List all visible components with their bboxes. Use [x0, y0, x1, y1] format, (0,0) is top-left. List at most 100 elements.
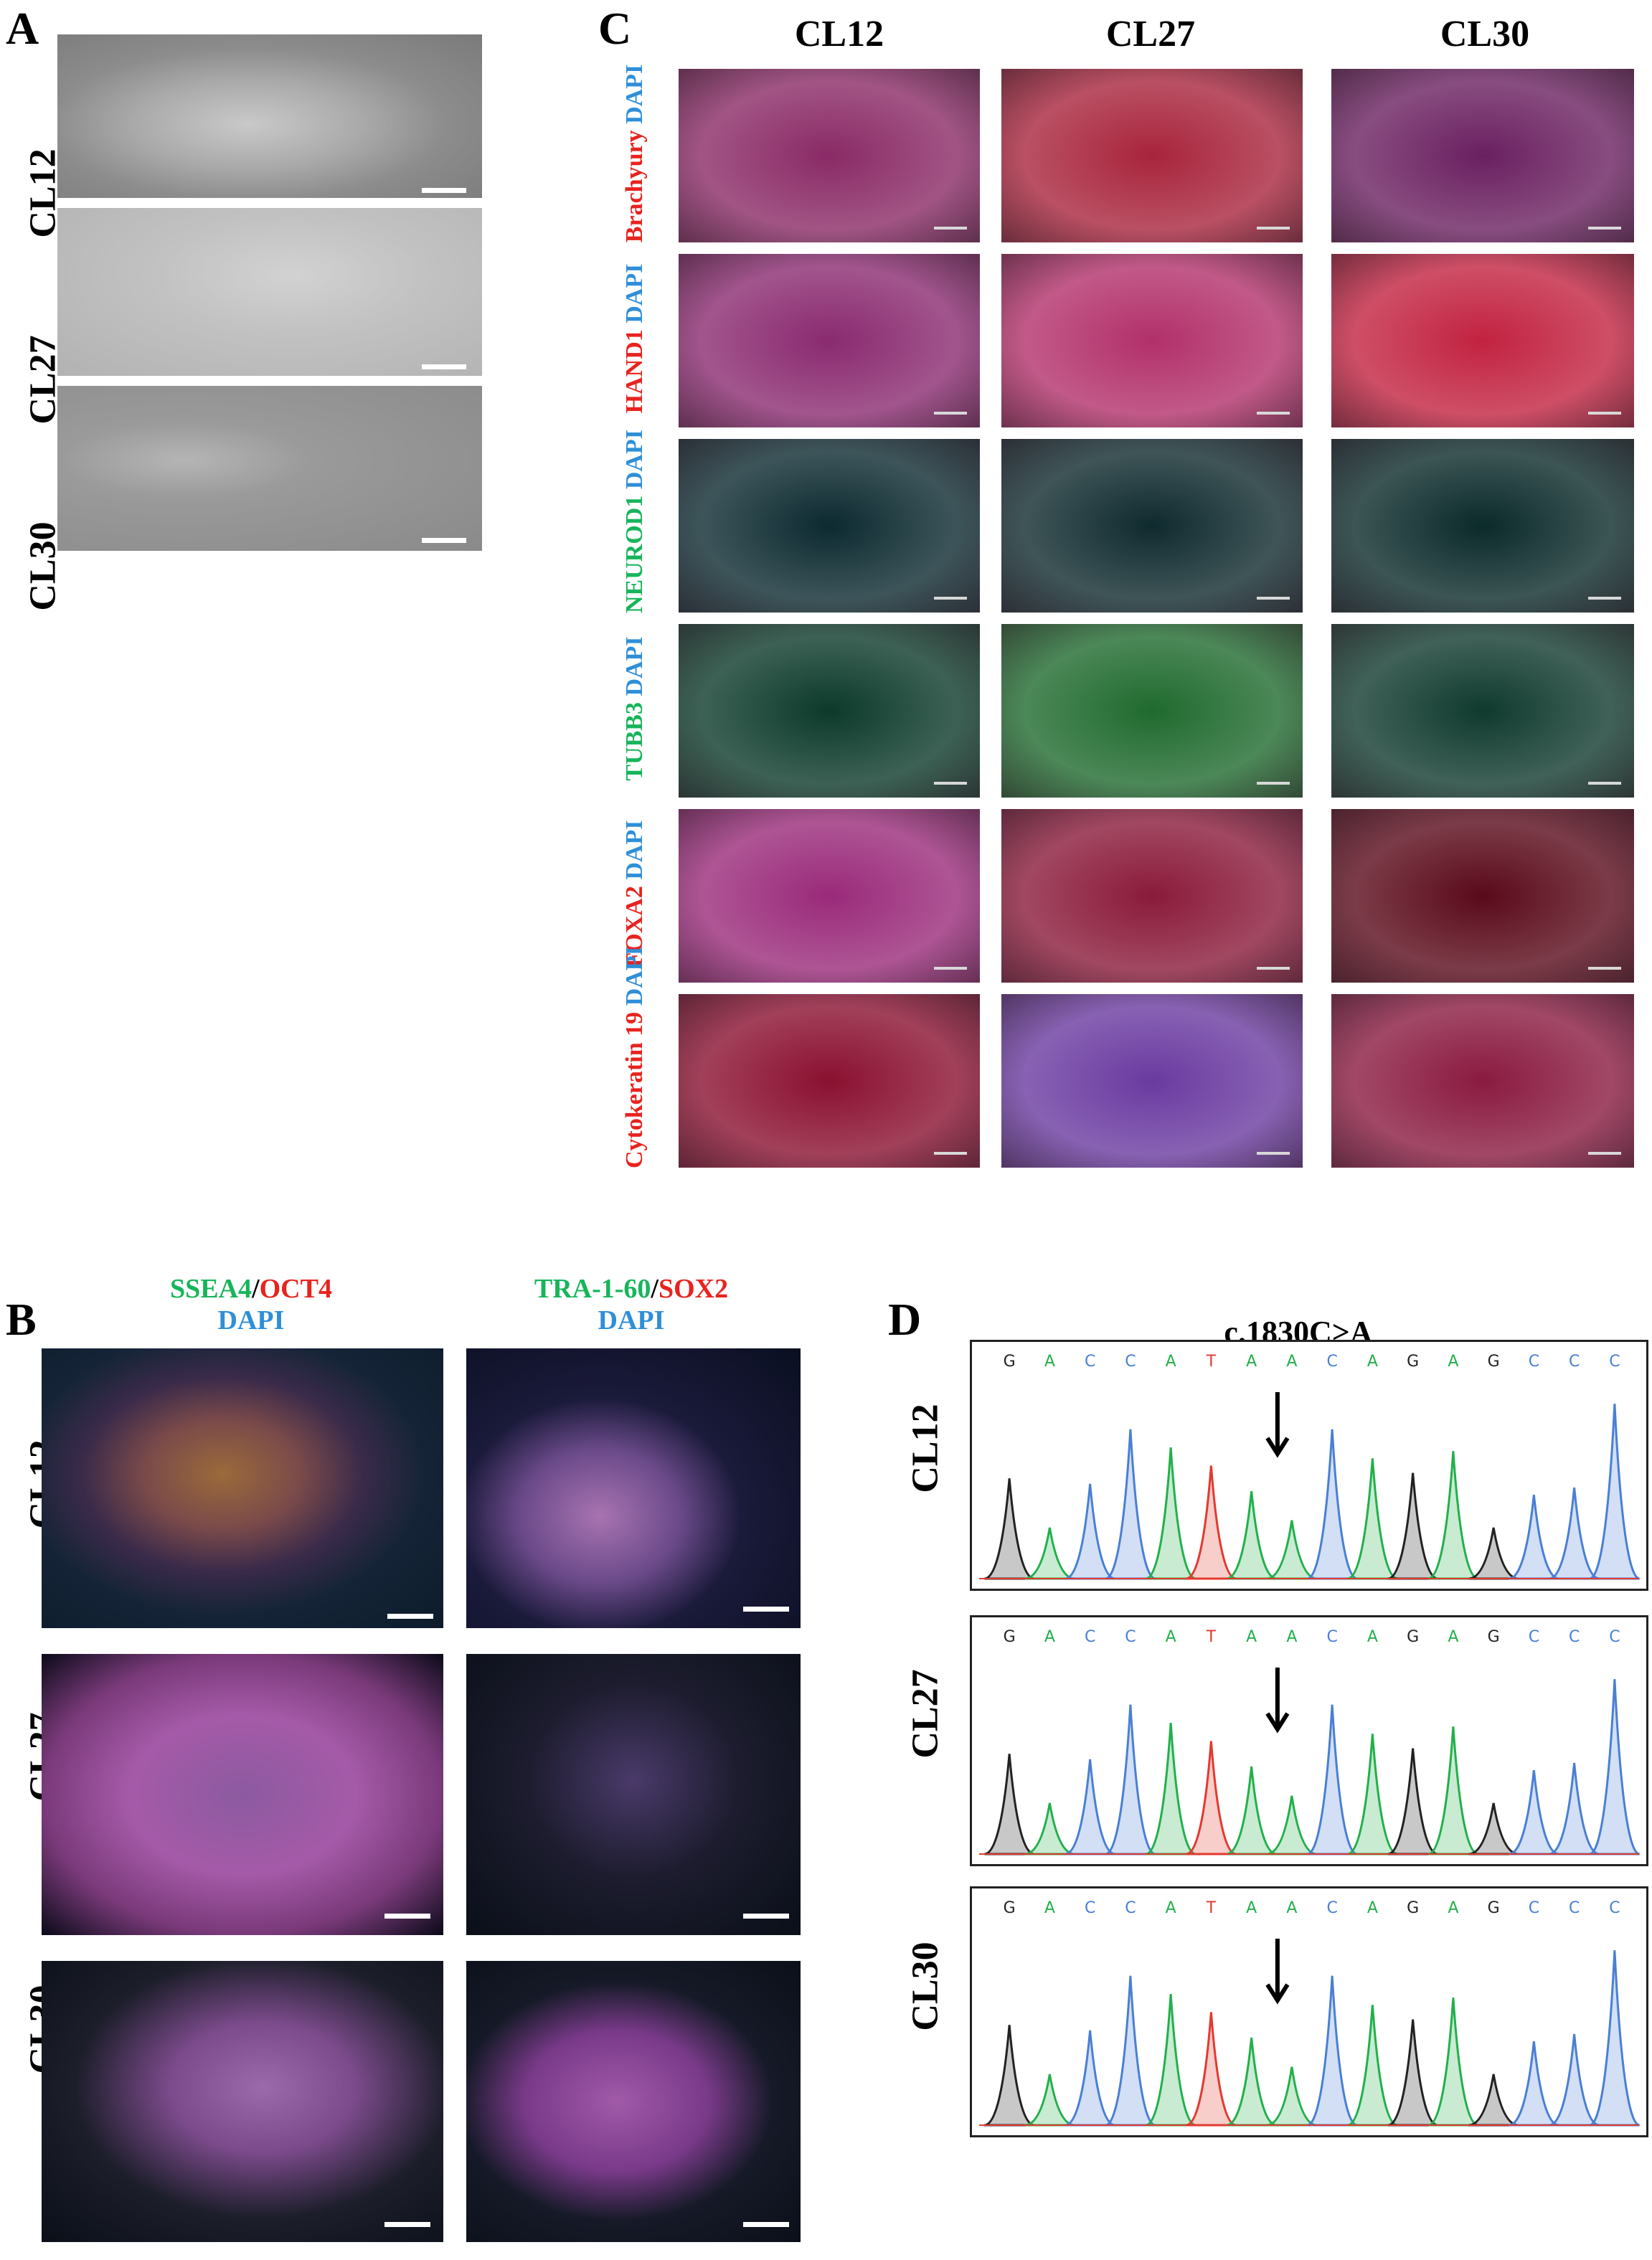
- panel-c-image: [679, 69, 980, 242]
- base-call-label: A: [1044, 1628, 1055, 1646]
- panel-c-marker-label: Brachyury DAPI: [621, 64, 648, 243]
- trace-peak: [1589, 1679, 1641, 1855]
- base-call-label: C: [1326, 1628, 1337, 1646]
- panel-a-image-cl12: [57, 34, 482, 198]
- panel-c-col-label-cl30: CL30: [1440, 14, 1530, 55]
- trace-peak: [1427, 1726, 1479, 1855]
- base-call-label: G: [1004, 1628, 1016, 1646]
- trace-peak: [1306, 1429, 1358, 1580]
- base-call-label: G: [1407, 1353, 1419, 1371]
- trace-peak: [1105, 1429, 1156, 1580]
- base-call-label: A: [1166, 1353, 1176, 1371]
- trace-peak: [1105, 1704, 1156, 1855]
- trace-peak: [1306, 1704, 1358, 1855]
- panel-b-image-cl12-ssea4-oct4: [42, 1348, 443, 1628]
- trace-peak: [1468, 1802, 1519, 1855]
- trace-peak: [1024, 2074, 1075, 2127]
- base-call-label: C: [1085, 1628, 1095, 1646]
- trace-peak: [1347, 1734, 1398, 1855]
- base-call-label: A: [1246, 1899, 1257, 1917]
- trace-peak: [1347, 2005, 1398, 2127]
- base-call-label: C: [1569, 1899, 1580, 1917]
- trace-peak: [1347, 1458, 1398, 1580]
- panel-c-marker-label: TUBB3 DAPI: [621, 619, 648, 798]
- panel-c-image: [1001, 994, 1303, 1168]
- base-call-label: A: [1448, 1353, 1458, 1371]
- base-call-label: A: [1286, 1628, 1297, 1646]
- ssea4-label: SSEA4: [170, 1274, 252, 1304]
- mutation-arrow-icon: [1265, 1668, 1290, 1734]
- panel-c-marker-label: Cytokeratin 19 DAPI: [621, 946, 648, 1168]
- base-call-label: A: [1448, 1899, 1458, 1917]
- panel-b-image-cl27-ssea4-oct4: [42, 1654, 443, 1935]
- marker-name: Brachyury: [621, 130, 648, 243]
- base-call-label: G: [1407, 1899, 1419, 1917]
- panel-b-letter: B: [6, 1294, 37, 1345]
- base-call-label: C: [1085, 1899, 1095, 1917]
- panel-b-image-cl30-ssea4-oct4: [42, 1961, 443, 2242]
- trace-peak: [1145, 1994, 1196, 2127]
- base-call-label: A: [1367, 1628, 1378, 1646]
- marker-name: NEUROD1: [621, 495, 648, 613]
- mutation-arrow-icon: [1265, 1939, 1290, 2005]
- trace-peak: [1468, 1527, 1519, 1580]
- panel-c-scale-bar: [1257, 227, 1290, 230]
- trace-peak: [1427, 1451, 1479, 1580]
- panel-c-col-label-cl12: CL12: [794, 14, 884, 55]
- trace-peak: [1105, 1975, 1156, 2127]
- oct4-label: OCT4: [259, 1274, 332, 1304]
- panel-c-scale-bar: [934, 227, 967, 230]
- trace-peak: [1145, 1723, 1196, 1855]
- base-call-label: C: [1569, 1628, 1580, 1646]
- base-call-label: G: [1488, 1628, 1500, 1646]
- panel-d-row-label-cl12: CL12: [905, 1404, 946, 1493]
- panel-c-col-label-cl27: CL27: [1105, 14, 1196, 55]
- trace-peak: [1387, 2019, 1438, 2127]
- trace-peak: [983, 2025, 1035, 2127]
- trace-peak: [1509, 2041, 1559, 2127]
- panel-a-scale-bar-cl30: [422, 538, 466, 543]
- trace-peak: [1065, 1759, 1115, 1855]
- base-call-label: C: [1609, 1353, 1620, 1371]
- slash-label: /: [651, 1274, 659, 1304]
- panel-c-image: [679, 994, 980, 1168]
- panel-c-image: [679, 624, 980, 798]
- panel-a-scale-bar-cl12: [422, 188, 466, 193]
- panel-a-image-cl30: [57, 386, 482, 551]
- panel-d-row-label-cl27: CL27: [905, 1669, 946, 1759]
- trace-peak: [1226, 1766, 1277, 1855]
- panel-c-image: [1331, 809, 1634, 983]
- base-call-label: T: [1206, 1899, 1217, 1917]
- base-call-label: C: [1529, 1899, 1539, 1917]
- trace-peak: [1266, 1795, 1317, 1855]
- panel-c-scale-bar: [1257, 1152, 1290, 1155]
- panel-a-scale-bar-cl27: [422, 364, 466, 369]
- counterstain-name: DAPI: [621, 430, 648, 490]
- trace-peak: [1549, 2033, 1600, 2127]
- base-call-label: C: [1529, 1353, 1539, 1371]
- panel-a-letter: A: [6, 3, 39, 54]
- counterstain-name: DAPI: [621, 946, 648, 1006]
- base-call-label: A: [1246, 1628, 1257, 1646]
- slash-label: /: [252, 1274, 260, 1304]
- base-call-label: A: [1286, 1899, 1297, 1917]
- panel-a-image-cl27: [57, 208, 482, 376]
- counterstain-name: DAPI: [621, 64, 648, 124]
- base-call-label: T: [1206, 1628, 1217, 1646]
- panel-c-image: [1331, 624, 1634, 798]
- dapi-label: DAPI: [598, 1305, 665, 1335]
- panel-b-scale-bar: [384, 2222, 430, 2227]
- trace-peak: [1065, 2030, 1115, 2127]
- trace-peak: [1145, 1447, 1196, 1580]
- panel-c-image: [1331, 69, 1634, 242]
- panel-c-image: [1001, 254, 1303, 427]
- base-call-label: C: [1125, 1628, 1136, 1646]
- trace-peak: [1226, 2037, 1277, 2127]
- base-call-label: G: [1488, 1353, 1500, 1371]
- panel-c-image: [1331, 994, 1634, 1168]
